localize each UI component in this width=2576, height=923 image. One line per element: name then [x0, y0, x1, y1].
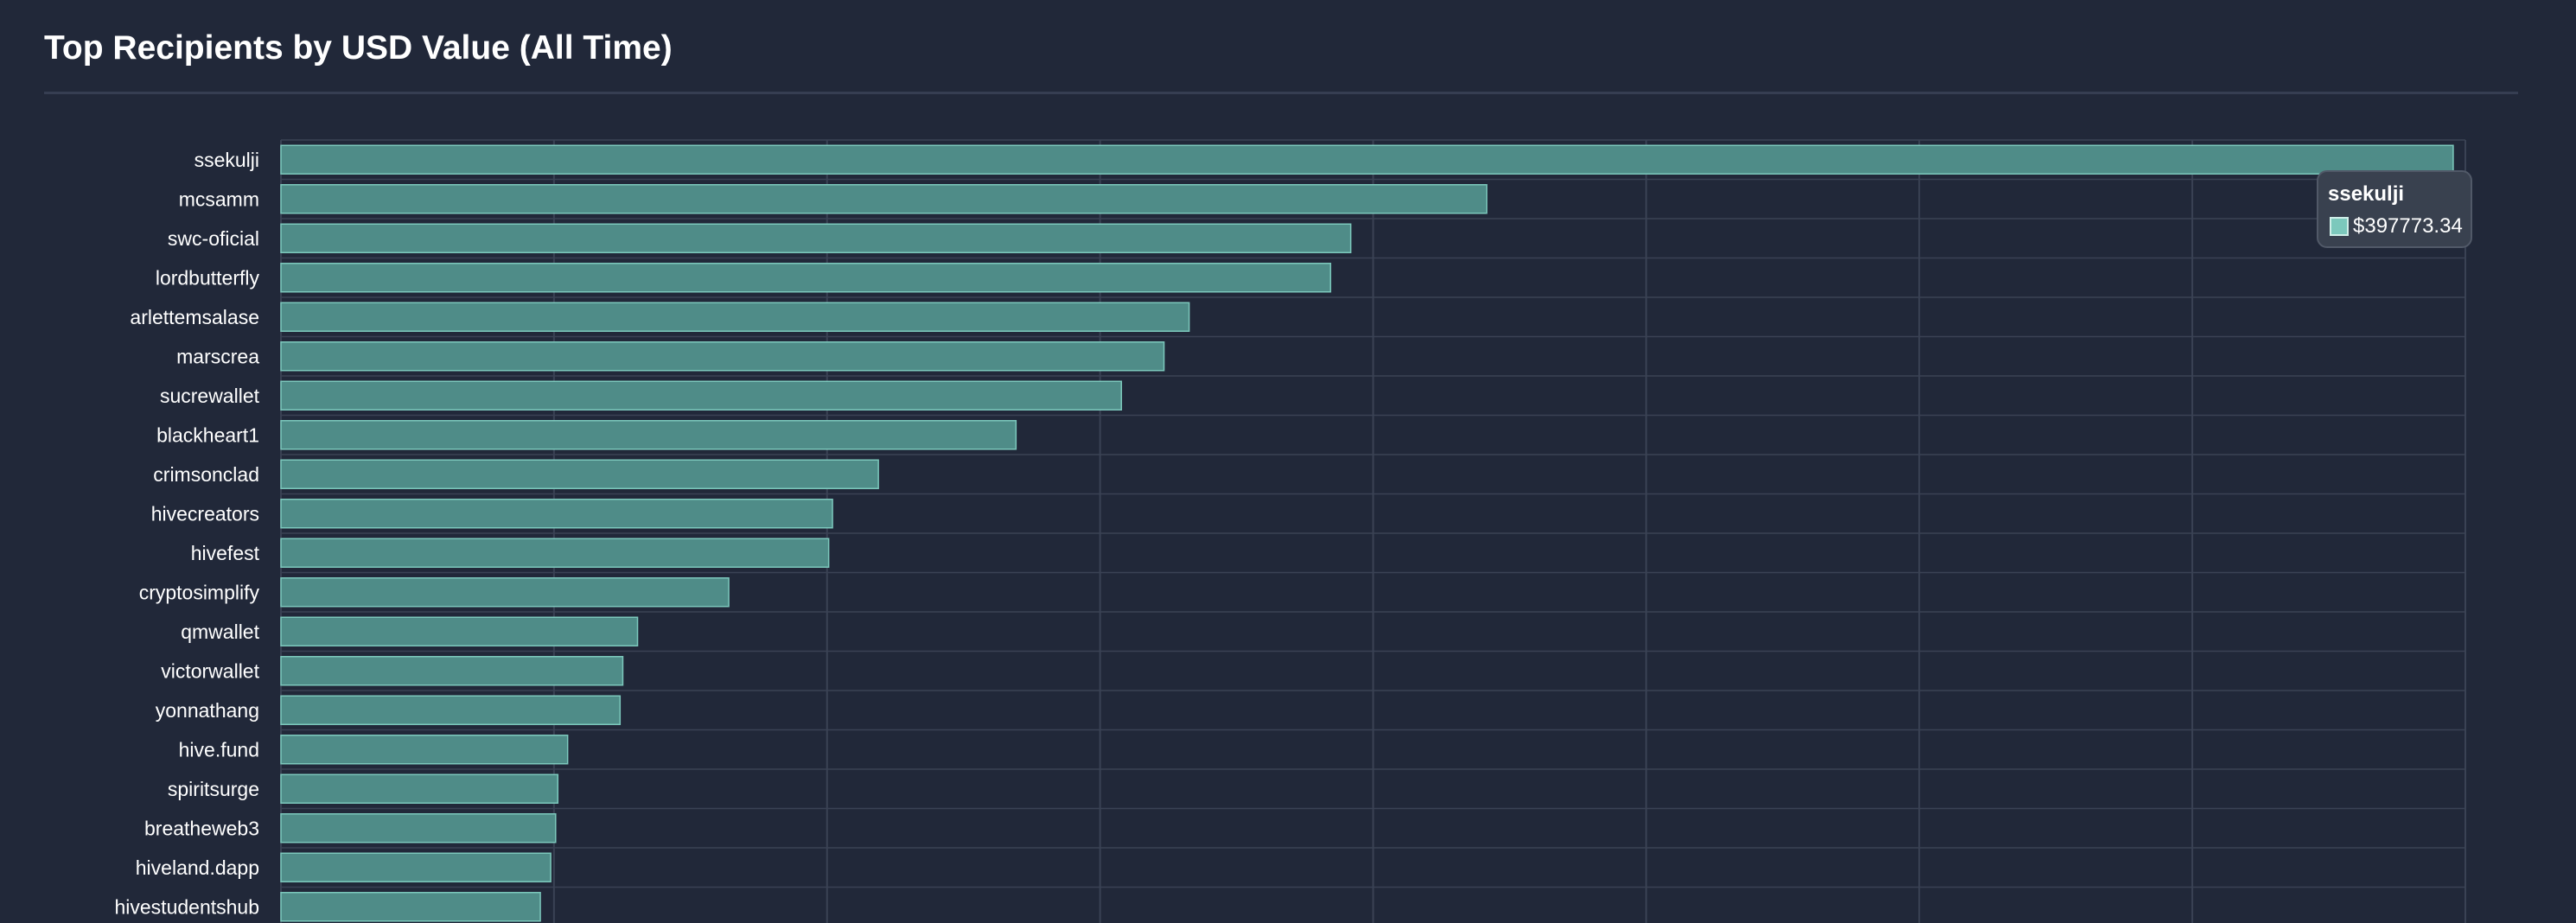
category-labels: ssekulji mcsamm swc-oficial lordbutterfly ar… [114, 149, 259, 919]
category-label: blackheart1 [156, 423, 259, 446]
category-label: mcsamm [179, 188, 259, 210]
tooltip-color-swatch [2330, 217, 2349, 236]
bar [280, 263, 1331, 293]
tooltip-value: $397773.34 [2353, 214, 2463, 238]
category-label: hivefest [191, 542, 260, 564]
category-label: arlettemsalase [130, 306, 259, 328]
tooltip-title: ssekulji [2328, 182, 2405, 206]
bar [280, 302, 1190, 332]
title-divider [44, 92, 2518, 94]
bar [280, 852, 552, 882]
bar [280, 695, 622, 725]
bar [280, 538, 830, 568]
bar-tooltip: ssekulji $397773.34 [2317, 170, 2472, 248]
grid [280, 139, 2466, 923]
bar [280, 184, 1488, 214]
category-label: hive.fund [179, 738, 259, 761]
bar [280, 892, 541, 922]
category-label: ssekulji [194, 149, 259, 171]
category-label: cryptosimplify [139, 581, 260, 603]
bar [280, 577, 730, 608]
bars [280, 144, 2454, 922]
bar [280, 656, 624, 686]
bar [280, 773, 559, 804]
category-label: breatheweb3 [144, 817, 259, 839]
category-label: hivecreators [151, 502, 259, 525]
chart-title: Top Recipients by USD Value (All Time) [44, 29, 673, 67]
bar [280, 735, 569, 765]
bar [280, 499, 833, 529]
category-label: spiritsurge [168, 778, 259, 800]
category-label: qmwallet [181, 621, 259, 643]
category-label: crimsonclad [153, 463, 259, 486]
category-label: hivestudentshub [114, 895, 259, 918]
bar [280, 144, 2454, 175]
category-label: swc-oficial [168, 227, 259, 250]
category-label: sucrewallet [160, 385, 260, 407]
bar [280, 223, 1352, 253]
bar [280, 420, 1017, 450]
bar [280, 616, 639, 646]
category-label: victorwallet [161, 659, 259, 682]
bar [280, 813, 557, 843]
category-label: yonnathang [156, 699, 259, 722]
bar [280, 459, 879, 489]
category-label: lordbutterfly [156, 266, 260, 289]
bar [280, 380, 1123, 411]
bar [280, 341, 1165, 372]
category-label: marscrea [176, 345, 259, 367]
category-label: hiveland.dapp [136, 856, 259, 879]
